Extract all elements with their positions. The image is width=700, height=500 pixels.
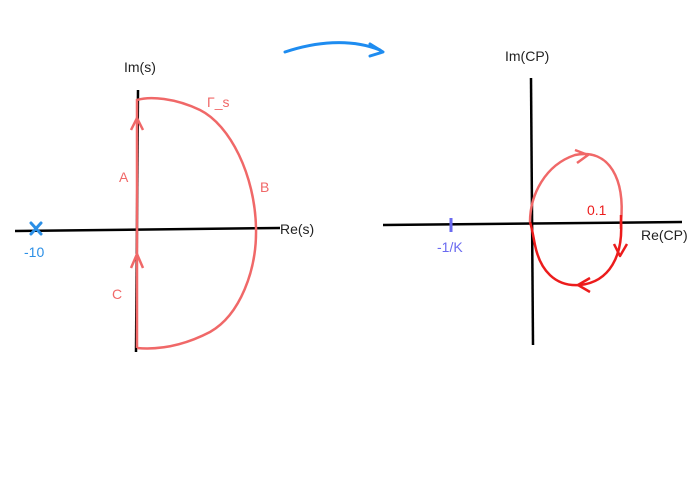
segment-a-arrow [129, 116, 145, 131]
nyquist-right-arrow [612, 243, 629, 258]
critical-point-label: -1/K [437, 239, 463, 255]
right-x-axis-label: Re(CP) [641, 227, 688, 243]
nyquist-upper-arrow [574, 148, 590, 165]
right-y-axis-label: Im(CP) [505, 48, 549, 64]
nyquist-bottom-arrow [576, 276, 591, 294]
segment-c-arrow [129, 252, 145, 269]
nyquist-curve-upper [528, 152, 623, 223]
left-x-axis-label: Re(s) [280, 221, 314, 237]
contour-label: Γ_s [207, 94, 230, 110]
segment-a-label: A [119, 169, 129, 185]
nyquist-curve-lower [528, 221, 623, 287]
pole-label: -10 [24, 244, 44, 260]
transition-arrow-head [368, 42, 385, 58]
gamma-s-contour [135, 96, 258, 350]
segment-b-label: B [260, 179, 269, 195]
left-x-axis [14, 226, 281, 233]
right-y-axis [529, 77, 535, 346]
left-y-axis-label: Im(s) [124, 59, 156, 75]
pole-marker-icon [29, 221, 43, 236]
segment-c-label: C [112, 286, 122, 302]
crossing-label: 0.1 [587, 202, 607, 218]
transition-arrow [283, 41, 382, 54]
